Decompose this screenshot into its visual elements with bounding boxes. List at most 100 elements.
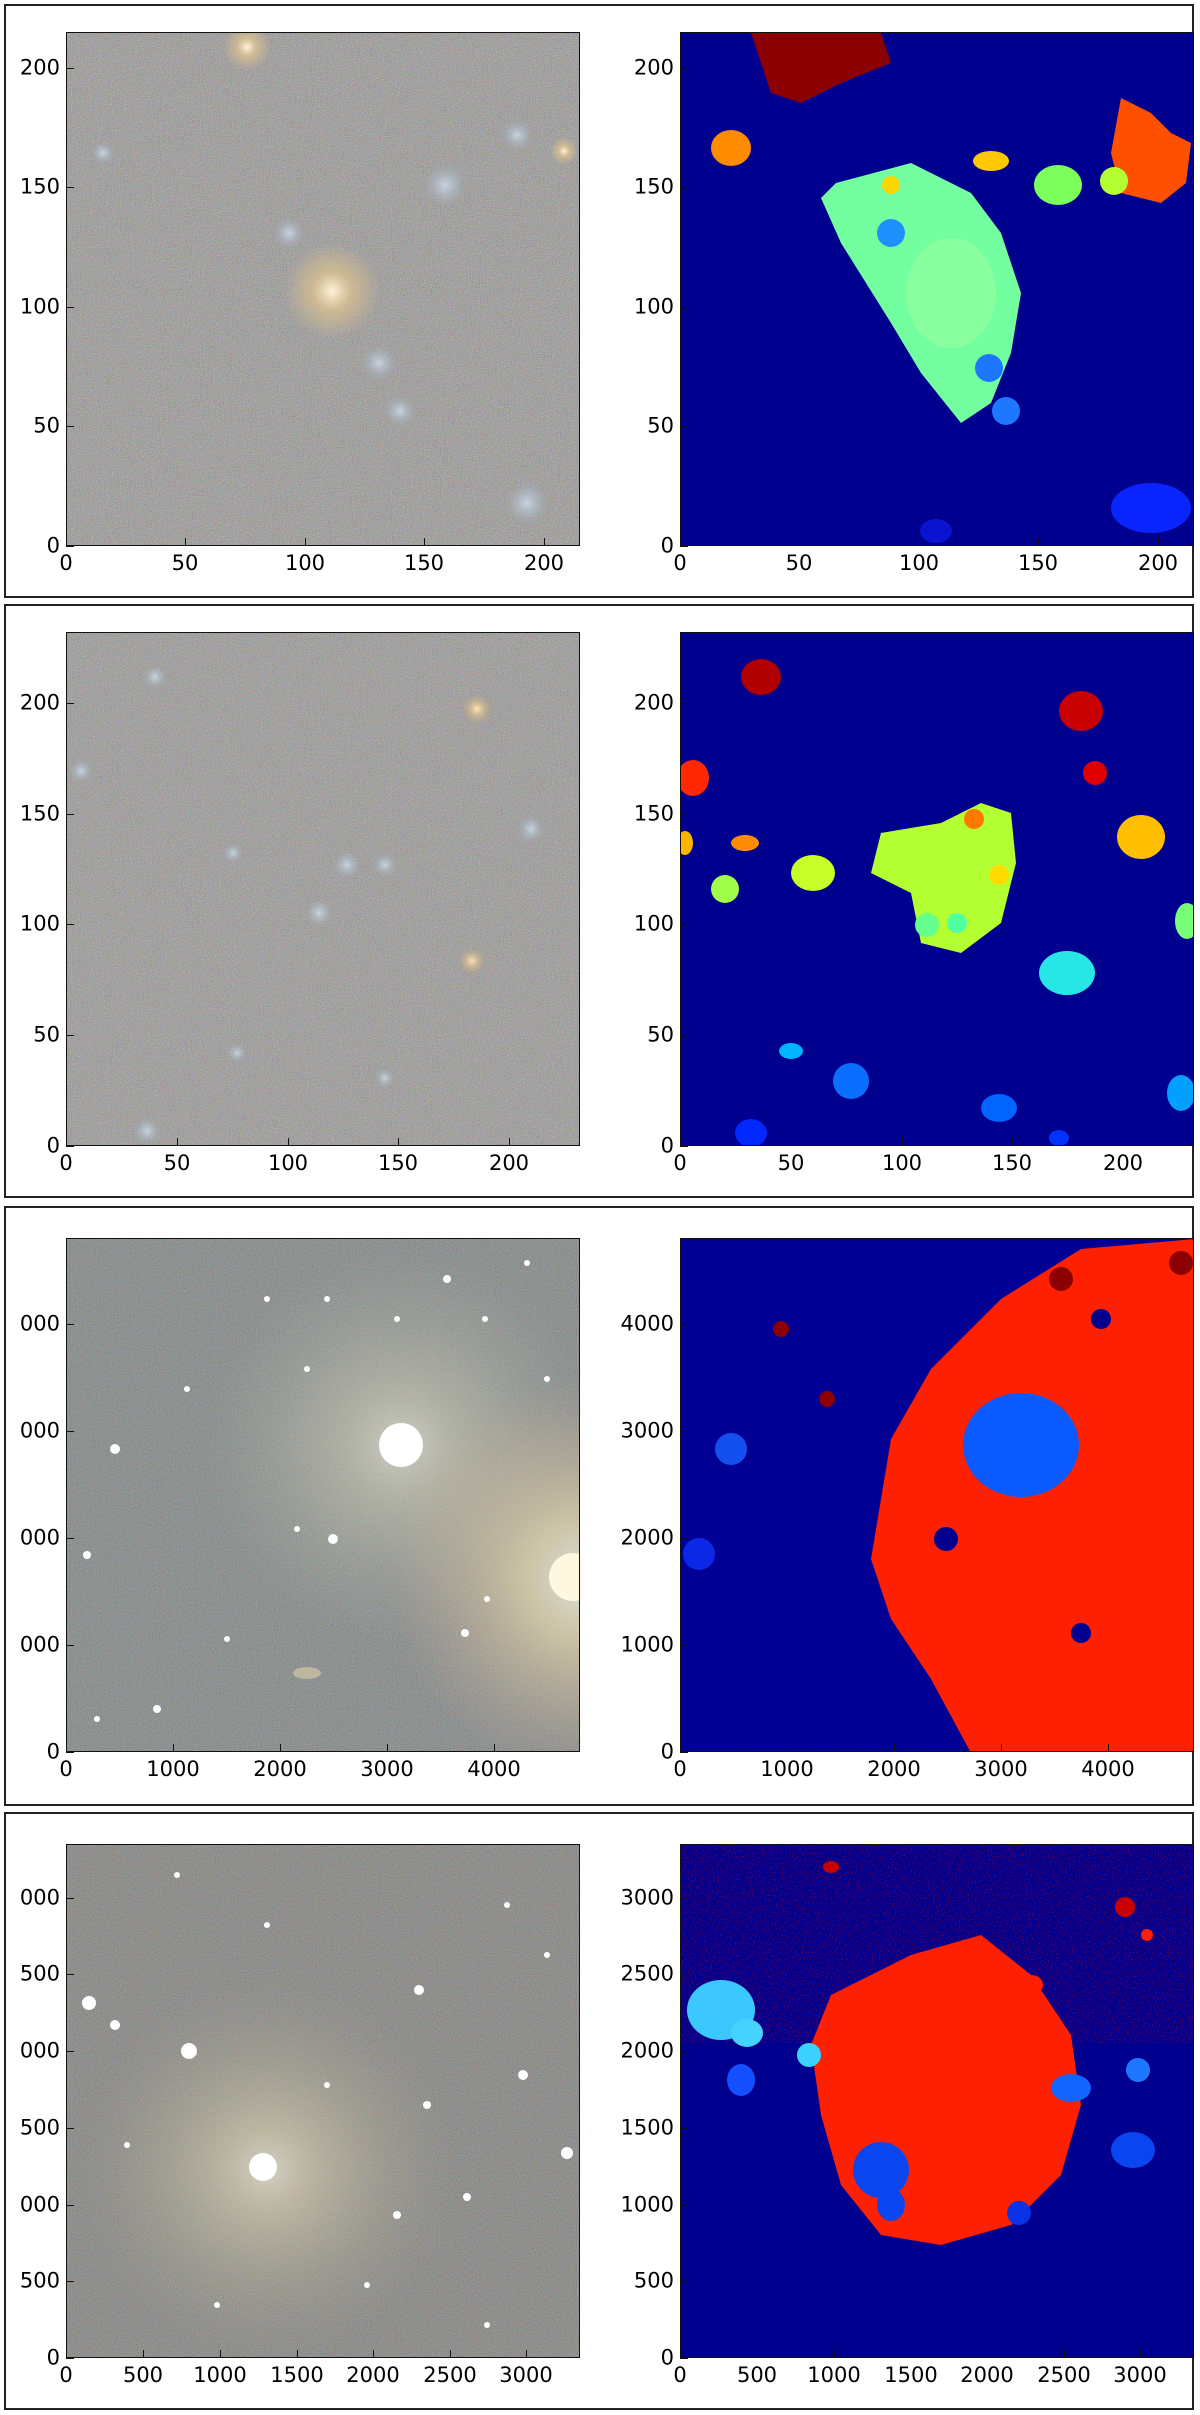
- y-tick-mark: [66, 1538, 74, 1539]
- x-tick-mark: [1038, 538, 1039, 546]
- y-tick-mark: [680, 1324, 688, 1325]
- y-tick-mark: [66, 703, 74, 704]
- tick-label: 1500: [270, 2363, 324, 2387]
- tick-label: 50: [777, 1151, 805, 1175]
- panel-1-segmentation-svg: [681, 33, 1193, 545]
- y-tick-mark: [66, 2281, 74, 2282]
- y-tick-mark: [66, 307, 74, 308]
- star: [223, 33, 271, 71]
- x-tick-mark: [373, 2350, 374, 2358]
- tick-label: 0: [673, 551, 687, 575]
- tick-label: 0: [673, 2363, 687, 2387]
- tick-label: 100: [881, 1151, 923, 1175]
- x-tick-mark: [280, 1744, 281, 1752]
- tick-label: 200: [1137, 551, 1179, 575]
- tick-label: 100: [898, 551, 940, 575]
- tick-label: 2000: [867, 1757, 921, 1781]
- x-tick-mark: [894, 1744, 895, 1752]
- tick-label: 150: [633, 174, 674, 199]
- tick-label: 150: [991, 1151, 1033, 1175]
- tick-label: 1000: [620, 2192, 674, 2217]
- tick-label: 2000: [346, 2363, 400, 2387]
- tick-label: 150: [1017, 551, 1059, 575]
- y-tick-mark: [66, 1324, 74, 1325]
- tick-label: 0: [46, 2345, 60, 2370]
- star: [384, 395, 416, 427]
- panel-4-segmentation-map: [680, 1844, 1194, 2358]
- figure-panel-3: 0 1000 2000 3000 4000 0 000 000 000 000 …: [4, 1206, 1194, 1806]
- star: [550, 137, 578, 165]
- x-tick-mark: [1108, 1744, 1109, 1752]
- x-tick-mark: [177, 1138, 178, 1146]
- y-tick-mark: [680, 703, 688, 704]
- x-tick-mark: [305, 538, 306, 546]
- tick-label: 0: [46, 533, 60, 558]
- x-tick-mark: [680, 1138, 681, 1146]
- x-tick-mark: [173, 1744, 174, 1752]
- tick-label: 3000: [620, 1418, 674, 1443]
- y-tick-mark: [680, 1974, 688, 1975]
- x-tick-mark: [398, 1138, 399, 1146]
- x-tick-mark: [919, 538, 920, 546]
- y-tick-mark: [680, 1431, 688, 1432]
- y-tick-mark: [66, 68, 74, 69]
- tick-label: 500: [19, 2268, 60, 2293]
- panel-1-color-image: [66, 32, 580, 546]
- x-tick-mark: [834, 2350, 835, 2358]
- panel-2-segmentation-svg: [681, 633, 1193, 1145]
- panel-4-color-image: [66, 1844, 580, 2358]
- y-tick-mark: [680, 1146, 688, 1147]
- x-tick-mark: [494, 1744, 495, 1752]
- tick-label: 50: [647, 1022, 674, 1047]
- y-tick-mark: [680, 814, 688, 815]
- tick-label: 100: [19, 294, 60, 319]
- tick-label: 3000: [974, 1757, 1028, 1781]
- tick-label: 50: [785, 551, 813, 575]
- tick-label: 0: [59, 2363, 73, 2387]
- panel-3-segmentation-svg: [681, 1239, 1193, 1751]
- x-tick-mark: [66, 2350, 67, 2358]
- tick-label: 1500: [620, 2115, 674, 2140]
- x-tick-mark: [220, 2350, 221, 2358]
- tick-label: 50: [33, 413, 60, 438]
- panel-3-color-image-svg: [67, 1239, 579, 1751]
- x-tick-mark: [902, 1138, 903, 1146]
- x-tick-mark: [787, 1744, 788, 1752]
- tick-label: 2000: [253, 1757, 307, 1781]
- y-tick-mark: [66, 924, 74, 925]
- panel-1-color-image-svg: [67, 33, 579, 545]
- x-tick-mark: [387, 1744, 388, 1752]
- y-tick-mark: [66, 2358, 74, 2359]
- tick-label: 000: [19, 1885, 60, 1910]
- tick-label: 200: [633, 690, 674, 715]
- x-tick-mark: [143, 2350, 144, 2358]
- star: [505, 481, 549, 525]
- tick-label: 2000: [620, 1525, 674, 1550]
- star: [361, 345, 397, 381]
- tick-label: 000: [19, 2192, 60, 2217]
- segment: [751, 33, 891, 103]
- tick-label: 0: [673, 1151, 687, 1175]
- tick-label: 0: [59, 1757, 73, 1781]
- y-tick-mark: [680, 2205, 688, 2206]
- tick-label: 200: [488, 1151, 530, 1175]
- tick-label: 200: [633, 55, 674, 80]
- y-tick-mark: [680, 1752, 688, 1753]
- tick-label: 2000: [620, 2038, 674, 2063]
- tick-label: 50: [647, 413, 674, 438]
- x-tick-mark: [680, 538, 681, 546]
- x-tick-mark: [680, 2350, 681, 2358]
- y-tick-mark: [680, 1035, 688, 1036]
- tick-label: 50: [163, 1151, 191, 1175]
- tick-label: 4000: [1081, 1757, 1135, 1781]
- tick-label: 3000: [499, 2363, 553, 2387]
- panel-3-color-image: [66, 1238, 580, 1752]
- tick-label: 1000: [620, 1632, 674, 1657]
- tick-label: 3000: [1113, 2363, 1167, 2387]
- tick-label: 150: [19, 174, 60, 199]
- x-tick-mark: [526, 2350, 527, 2358]
- tick-label: 150: [19, 801, 60, 826]
- tick-label: 100: [633, 294, 674, 319]
- tick-label: 500: [19, 1961, 60, 1986]
- y-tick-mark: [66, 1645, 74, 1646]
